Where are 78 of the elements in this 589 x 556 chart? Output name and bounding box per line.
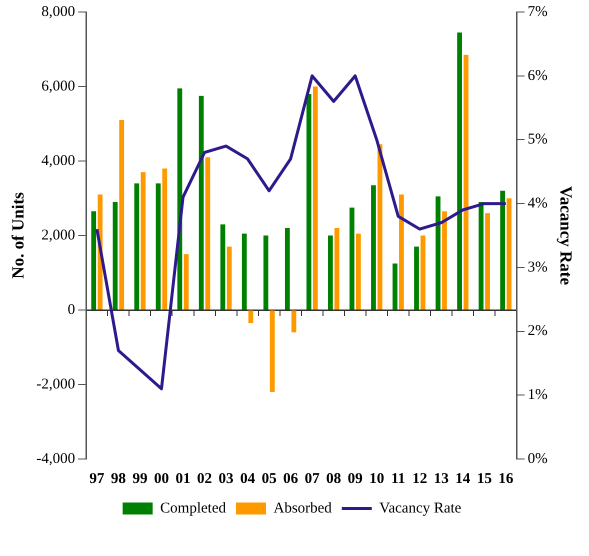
bar (198, 96, 204, 310)
legend-label: Completed (160, 500, 226, 516)
bar (328, 236, 333, 310)
bar (291, 310, 296, 332)
x-tick-label: 10 (369, 470, 384, 487)
x-tick-label: 06 (283, 470, 299, 487)
y2-tick-label: 2% (528, 323, 548, 340)
x-tick-label: 05 (262, 470, 277, 487)
x-tick-label: 07 (304, 470, 320, 487)
y-tick-label: -4,000 (36, 450, 76, 467)
bar (506, 198, 512, 310)
bar (392, 263, 398, 310)
bar (356, 234, 361, 310)
bar (140, 172, 146, 310)
bar (242, 234, 247, 310)
bar (263, 236, 268, 310)
bar (414, 246, 419, 310)
legend-label: Absorbed (273, 500, 332, 516)
y-tick-label: -2,000 (36, 376, 76, 392)
x-tick-label: 11 (391, 470, 406, 487)
y-axis-title: No. of Units (8, 192, 28, 279)
bar (500, 190, 506, 310)
bar (226, 246, 232, 310)
y2-axis-title: Vacancy Rate (556, 186, 576, 286)
bar (156, 183, 161, 310)
bar (91, 211, 96, 310)
x-tick-label: 99 (132, 470, 148, 487)
x-tick-label: 03 (218, 470, 234, 487)
bar (334, 228, 340, 310)
y-tick-label: 2,000 (41, 227, 76, 244)
x-tick-label: 97 (89, 470, 105, 487)
bar (378, 144, 382, 310)
bar (420, 236, 426, 310)
bar (248, 310, 254, 324)
x-tick-label: 14 (455, 470, 471, 487)
bar (478, 202, 484, 310)
bar (306, 94, 312, 310)
bar (134, 183, 140, 310)
y2-tick-label: 5% (528, 132, 548, 148)
bar (312, 86, 318, 310)
x-tick-label: 98 (110, 470, 126, 487)
x-tick-label: 16 (498, 470, 514, 487)
bar (270, 310, 275, 392)
bar (220, 224, 226, 310)
y2-tick-label: 0% (528, 450, 548, 467)
x-tick-label: 02 (197, 470, 212, 487)
bar (457, 32, 462, 310)
x-tick-label: 08 (326, 470, 342, 487)
bar (112, 202, 118, 310)
bar (284, 228, 290, 310)
bar (442, 211, 447, 310)
y-tick-label: 6,000 (41, 78, 76, 94)
x-tick-label: 13 (434, 470, 449, 487)
y2-tick-label: 7% (528, 4, 548, 20)
bar (371, 185, 376, 310)
bar (436, 196, 440, 310)
x-tick-label: 15 (476, 470, 492, 487)
bar (184, 254, 189, 310)
bar (205, 157, 210, 310)
bar (162, 168, 168, 310)
y2-tick-label: 4% (528, 196, 548, 212)
legend-label: Vacancy Rate (379, 500, 462, 516)
y-tick-label: 8,000 (41, 4, 76, 20)
x-tick-label: 04 (240, 470, 256, 487)
x-tick-label: 00 (154, 470, 169, 487)
x-tick-label: 09 (348, 470, 363, 487)
bar (399, 194, 404, 310)
y2-tick-label: 6% (528, 68, 548, 84)
bar (350, 208, 354, 310)
bar (464, 54, 468, 310)
y2-tick-label: 3% (528, 259, 548, 276)
bar (485, 213, 490, 310)
y-tick-label: 0 (68, 302, 76, 318)
x-tick-label: 12 (412, 470, 428, 487)
x-tick-label: 01 (176, 470, 190, 487)
y-tick-label: 4,000 (41, 152, 76, 169)
y2-tick-label: 1% (528, 387, 548, 404)
bar (119, 120, 124, 310)
